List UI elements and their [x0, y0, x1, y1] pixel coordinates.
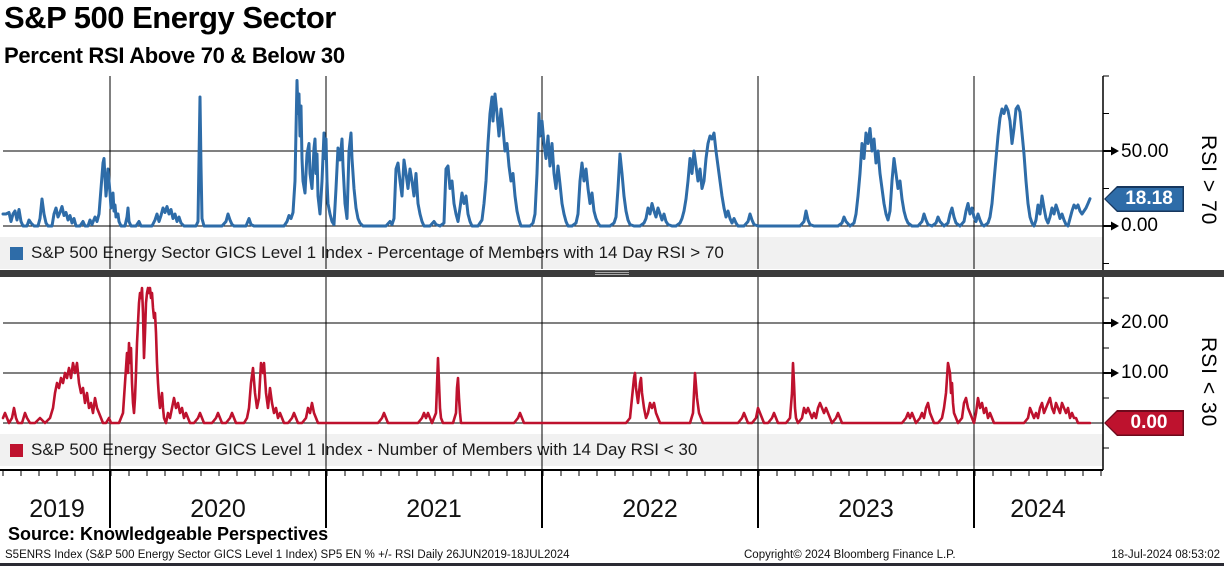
tick-label-50: 50.00 [1121, 141, 1169, 162]
year-label-2019: 2019 [29, 495, 85, 523]
legend-label: S&P 500 Energy Sector GICS Level 1 Index… [31, 440, 698, 459]
legend-label: S&P 500 Energy Sector GICS Level 1 Index… [31, 243, 724, 262]
source-line: Source: Knowledgeable Perspectives [8, 524, 329, 544]
tick-label-0: 0.00 [1121, 215, 1158, 236]
panel-separator [0, 270, 1224, 277]
page-title: S&P 500 Energy Sector [4, 0, 336, 35]
year-label-2024: 2024 [1010, 495, 1066, 523]
year-label-2020: 2020 [190, 495, 246, 523]
axis-label-rsi-below-30: RSI < 30 [1197, 336, 1220, 428]
footer-ticker-info: S5ENRS Index (S&P 500 Energy Sector GICS… [5, 549, 570, 561]
legend-rsi-below-30[interactable]: S&P 500 Energy Sector GICS Level 1 Index… [0, 434, 1103, 466]
tick-label-10: 10.00 [1121, 362, 1169, 383]
footer-copyright: Copyright© 2024 Bloomberg Finance L.P. [744, 549, 956, 561]
tick-label-20: 20.00 [1121, 312, 1169, 333]
last-value-badge-rsi-below: 0.00 [1104, 410, 1184, 436]
year-label-2021: 2021 [406, 495, 462, 523]
year-label-2023: 2023 [838, 495, 894, 523]
footer-timestamp: 18-Jul-2024 08:53:02 [1111, 549, 1220, 561]
legend-rsi-above-70[interactable]: S&P 500 Energy Sector GICS Level 1 Index… [0, 237, 1103, 269]
last-value-badge-rsi-above: 18.18 [1104, 186, 1184, 212]
legend-swatch-blue [10, 246, 23, 260]
legend-swatch-red [10, 443, 23, 457]
panel-splitter-handle[interactable] [595, 272, 629, 273]
page-subtitle: Percent RSI Above 70 & Below 30 [4, 43, 345, 68]
bottom-edge-bar [0, 563, 1224, 566]
year-label-2022: 2022 [622, 495, 678, 523]
axis-label-rsi-above-70: RSI > 70 [1197, 134, 1220, 226]
